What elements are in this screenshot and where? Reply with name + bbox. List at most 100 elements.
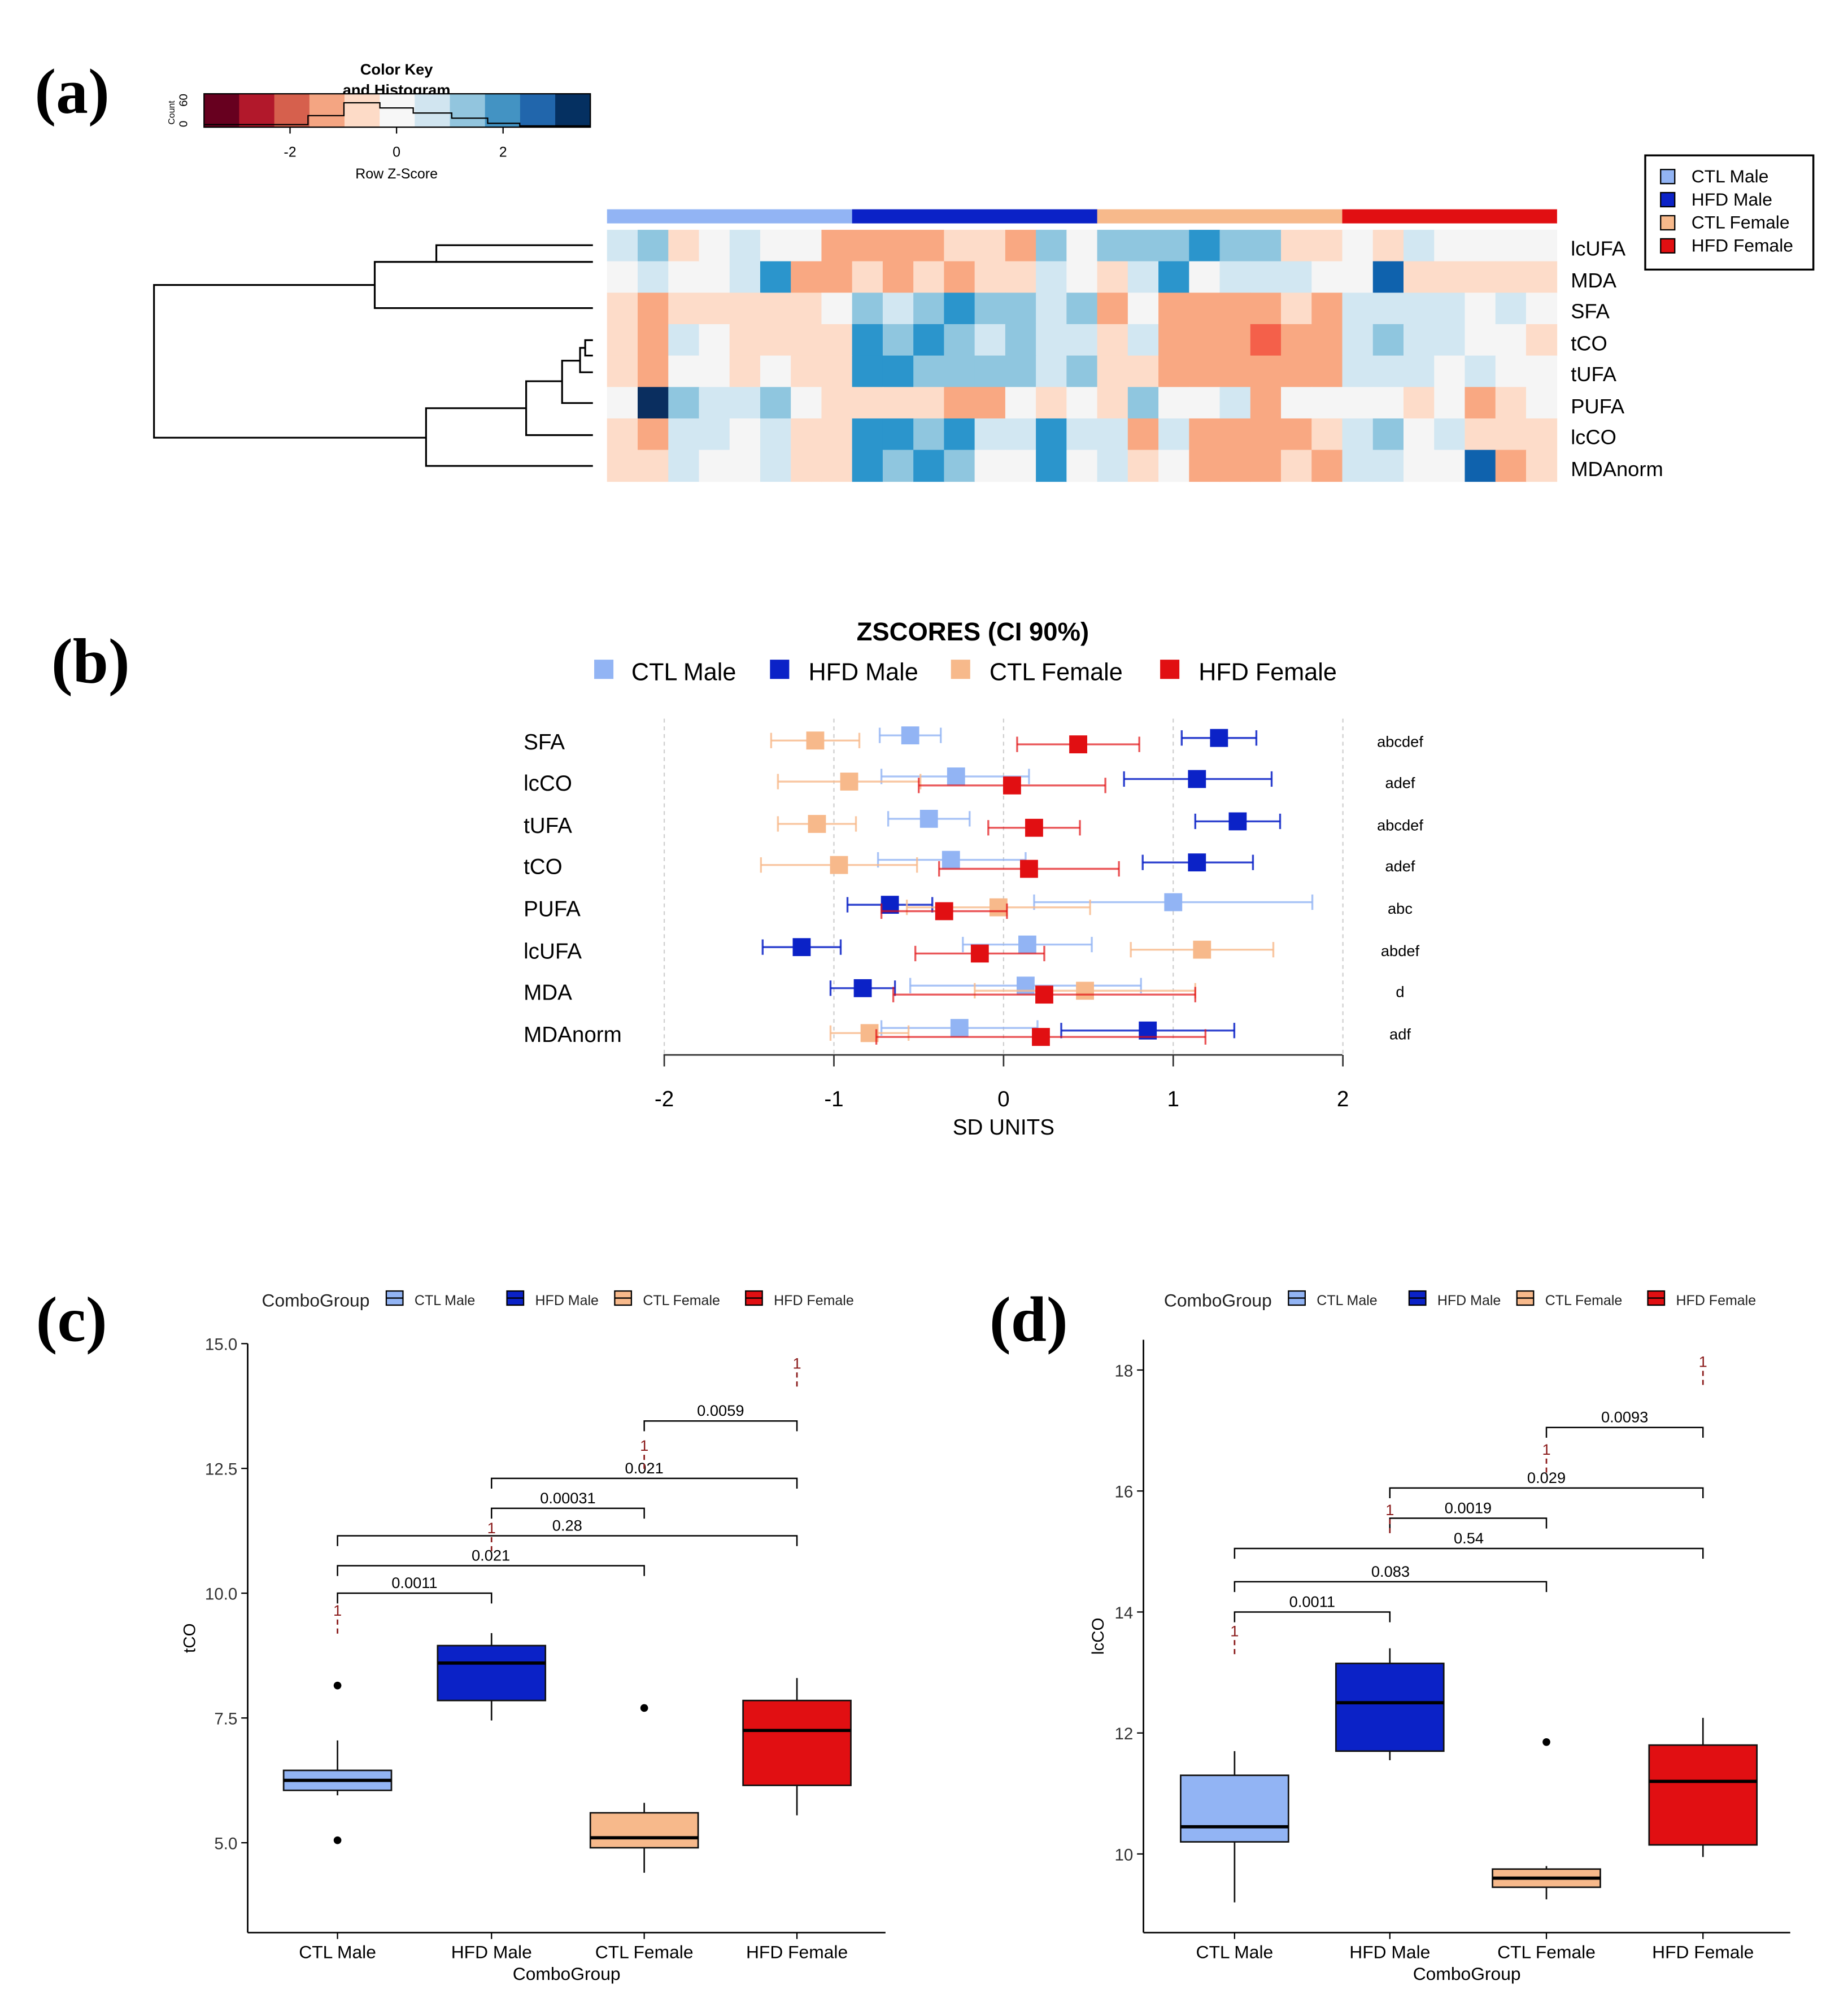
heatmap-cell <box>821 261 853 294</box>
heatmap-cell <box>699 450 730 482</box>
heatmap-cell <box>1219 355 1251 388</box>
heatmap-cell <box>607 229 638 262</box>
heatmap-cell <box>974 229 1006 262</box>
zscores-mean-point <box>1069 735 1087 754</box>
heatmap-cell <box>1219 387 1251 419</box>
boxplot-legend-label: CTL Male <box>1317 1293 1377 1308</box>
boxplot-x-tick-label: HFD Female <box>1652 1942 1754 1962</box>
heatmap-cell <box>1404 450 1435 482</box>
boxplot-y-tick-label: 15.0 <box>205 1336 237 1354</box>
color-key-zscore-tick: -2 <box>284 144 296 160</box>
heatmap-cell <box>1097 355 1128 388</box>
heatmap-cell <box>1465 355 1496 388</box>
boxplot-legend-label: HFD Female <box>774 1293 854 1308</box>
heatmap-cell <box>913 450 945 482</box>
zscores-mean-point <box>970 944 989 963</box>
zscores-legend-swatch <box>770 660 790 679</box>
heatmap-cell <box>821 355 853 388</box>
heatmap-cell <box>974 450 1006 482</box>
heatmap-cell <box>1434 229 1466 262</box>
color-key-zscore-label: Row Z-Score <box>355 166 438 182</box>
heatmap-cell <box>791 293 822 325</box>
zscores-variable-label: lcCO <box>524 771 572 796</box>
heatmap-cell <box>668 293 700 325</box>
heatmap-cell <box>1189 450 1221 482</box>
boxplot-outlier <box>333 1681 342 1690</box>
heatmap-cell <box>791 229 822 262</box>
heatmap-cell <box>1250 418 1282 451</box>
heatmap-cell <box>1066 387 1098 419</box>
heatmap-row-label: PUFA <box>1571 395 1625 418</box>
boxplot-comparison-bracket <box>1389 1487 1704 1499</box>
zscores-mean-point <box>853 979 872 997</box>
heatmap-cell <box>974 355 1006 388</box>
zscores-tick-label: -1 <box>824 1087 843 1111</box>
zscores-tick-label: -2 <box>655 1087 674 1111</box>
zscores-legend-label: HFD Male <box>809 658 918 686</box>
panel-label-a: (a) <box>34 56 109 127</box>
heatmap-cell <box>913 261 945 294</box>
heatmap-cell <box>791 355 822 388</box>
heatmap-cell <box>852 387 883 419</box>
boxplot-comparison-pvalue: 0.0093 <box>1601 1408 1648 1426</box>
heatmap-cell <box>638 229 669 262</box>
boxplot-comparison-bracket <box>491 1477 798 1489</box>
heatmap-cell <box>1036 418 1067 451</box>
heatmap-cell <box>1281 324 1313 356</box>
boxplot-comparison-pvalue: 0.0059 <box>697 1402 744 1419</box>
heatmap-cell <box>1250 355 1282 388</box>
color-key-swatch <box>380 94 416 128</box>
boxplot-comparison-pvalue: 0.0011 <box>1289 1593 1335 1610</box>
heatmap-cell <box>607 387 638 419</box>
heatmap-legend-swatch <box>1660 191 1676 208</box>
panel-label-b: (b) <box>51 626 130 697</box>
heatmap-cell <box>1005 355 1037 388</box>
heatmap-cell <box>1526 355 1558 388</box>
panel-label-d: (d) <box>990 1284 1068 1355</box>
zscores-mean-point <box>1003 776 1021 795</box>
color-key-swatch <box>204 94 240 128</box>
zscores-mean-point <box>1032 1028 1050 1046</box>
heatmap-cell <box>668 387 700 419</box>
heatmap-cell <box>1066 450 1098 482</box>
boxplot-comparison-pvalue: 0.083 <box>1371 1563 1410 1580</box>
boxplot-x-tick-label: HFD Female <box>746 1942 848 1962</box>
heatmap-cell <box>944 229 975 262</box>
zscores-tick-label: 1 <box>1167 1087 1179 1111</box>
heatmap-legend-label: CTL Male <box>1692 166 1769 186</box>
heatmap-cell <box>729 293 761 325</box>
heatmap-cell <box>1311 418 1343 451</box>
color-key-swatch <box>520 94 556 128</box>
heatmap-cell <box>1311 387 1343 419</box>
heatmap-cell <box>1281 229 1313 262</box>
boxplot-mark-label: 1 <box>333 1602 342 1619</box>
boxplot-legend-title: ComboGroup <box>262 1290 370 1310</box>
heatmap-cell <box>1281 450 1313 482</box>
heatmap-cell <box>852 229 883 262</box>
heatmap-cell <box>729 261 761 294</box>
heatmap-cell <box>760 418 792 451</box>
heatmap-cell <box>1372 324 1404 356</box>
heatmap-cell <box>1036 261 1067 294</box>
heatmap-cell <box>1219 418 1251 451</box>
boxplot-x-tick-label: CTL Female <box>595 1942 694 1962</box>
heatmap-cell <box>913 324 945 356</box>
heatmap-cell <box>760 229 792 262</box>
heatmap-cell <box>1250 229 1282 262</box>
heatmap-cell <box>668 450 700 482</box>
color-key-zscore-tick: 0 <box>393 144 400 160</box>
zscores-mean-point <box>1228 812 1247 831</box>
color-key-count-label: Count <box>167 101 177 125</box>
boxplot-y-tick-label: 12 <box>1115 1725 1134 1743</box>
zscores-mean-point <box>1193 940 1211 959</box>
color-key-swatch <box>450 94 486 128</box>
color-key-swatch <box>344 94 381 128</box>
heatmap-cell <box>699 293 730 325</box>
zscores-mean-point <box>989 898 1008 917</box>
zscores-mean-point <box>1035 985 1053 1004</box>
heatmap-cell <box>1465 450 1496 482</box>
boxplot-tco: ComboGroup CTL Male HFD Male CTL Female HFD … <box>180 1290 886 1984</box>
heatmap-cell <box>882 450 914 482</box>
zscores-legend-label: HFD Female <box>1198 658 1337 686</box>
heatmap-cell <box>944 324 975 356</box>
